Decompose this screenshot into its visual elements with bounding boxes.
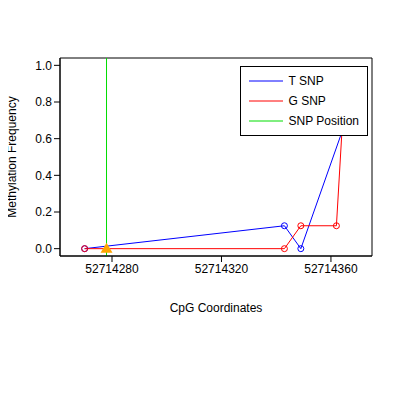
svg-text:0.8: 0.8 (35, 95, 52, 109)
html-text:SNP Position: SNP Position (288, 114, 359, 128)
html-text:G SNP: G SNP (288, 94, 326, 108)
svg-text:52714280: 52714280 (85, 262, 139, 276)
html-text:T SNP: T SNP (288, 74, 324, 88)
svg-text:1.0: 1.0 (35, 59, 52, 73)
svg-text:0.6: 0.6 (35, 132, 52, 146)
svg-text:52714320: 52714320 (195, 262, 249, 276)
svg-text:Methylation Frequency: Methylation Frequency (8, 96, 19, 217)
svg-text:CpG Coordinates: CpG Coordinates (170, 301, 263, 315)
svg-text:0.0: 0.0 (35, 242, 52, 256)
svg-text:0.4: 0.4 (35, 169, 52, 183)
svg-text:0.2: 0.2 (35, 205, 52, 219)
svg-text:52714360: 52714360 (304, 262, 358, 276)
